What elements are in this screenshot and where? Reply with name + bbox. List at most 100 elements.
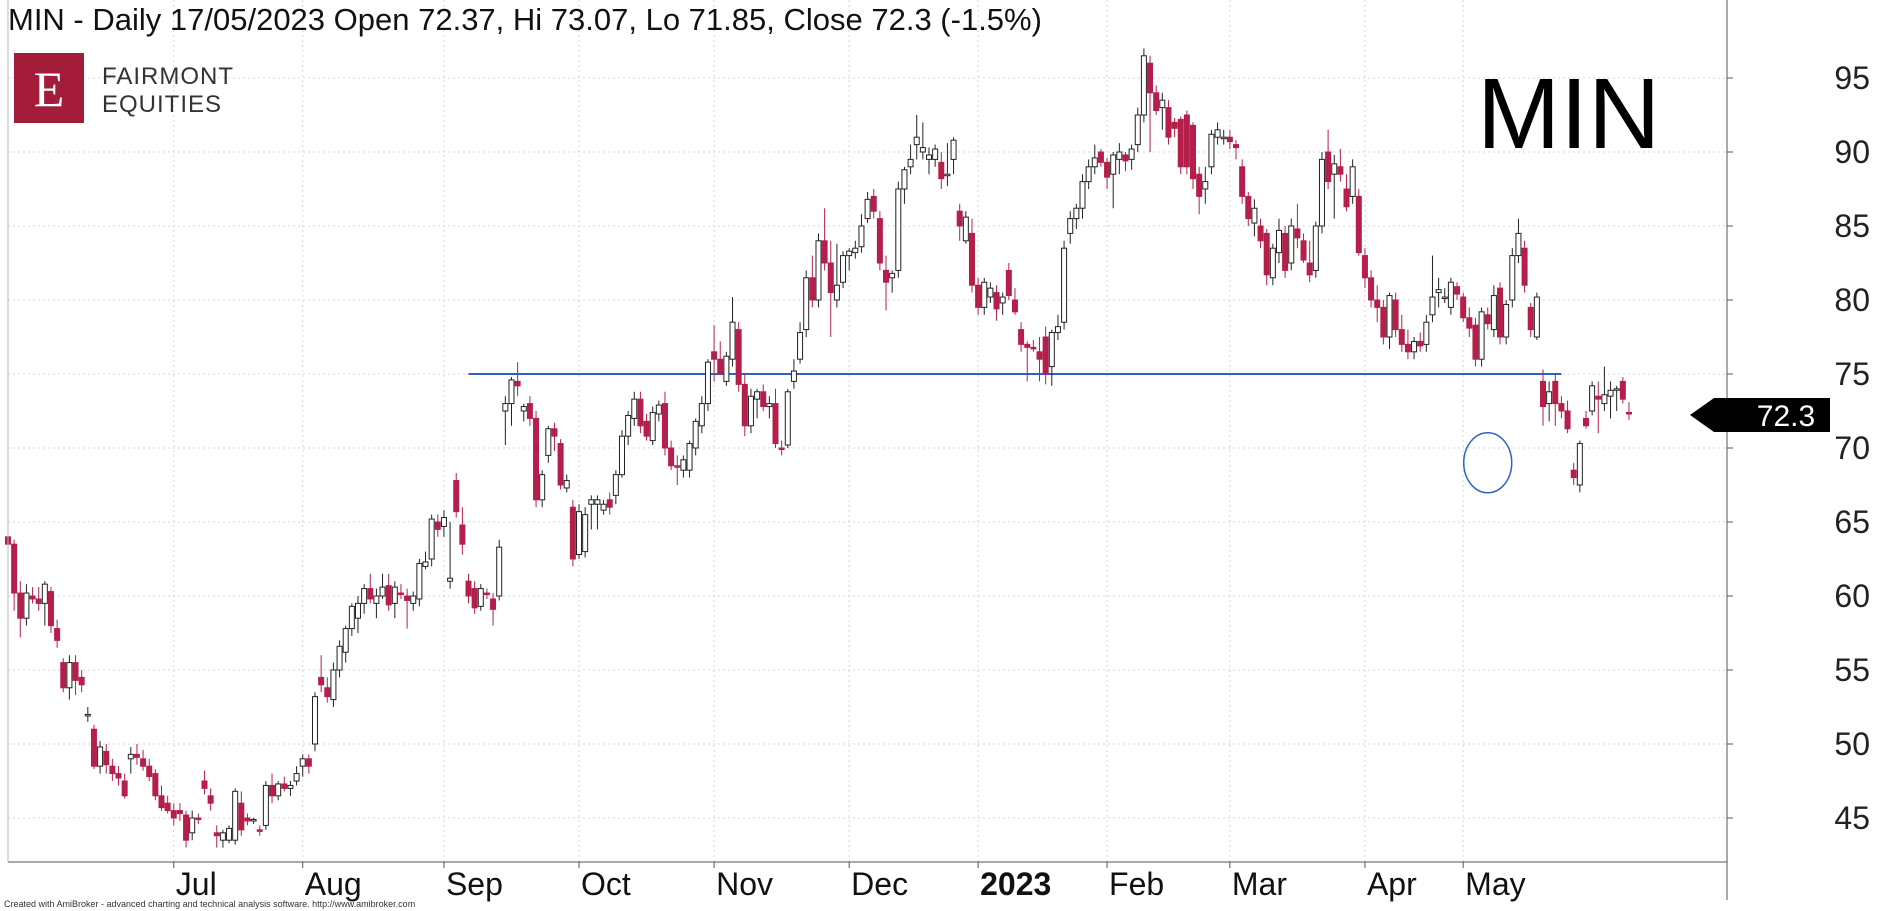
candle	[189, 810, 196, 841]
candle-body	[1171, 121, 1178, 129]
candle-body	[189, 817, 196, 834]
candle	[207, 788, 214, 811]
candle	[54, 619, 61, 648]
candle-body	[827, 262, 834, 294]
candle	[422, 551, 429, 570]
candle-body	[686, 443, 693, 471]
candle-body	[72, 662, 79, 681]
candle-body	[447, 577, 454, 582]
candle	[1306, 240, 1313, 283]
candle-body	[637, 398, 644, 427]
candle-body	[926, 154, 932, 160]
candle	[1048, 329, 1055, 386]
candle	[1331, 154, 1338, 219]
candle	[1159, 92, 1166, 130]
candle-body	[1540, 380, 1546, 408]
candle	[1183, 110, 1190, 175]
candle	[594, 495, 601, 530]
candle-body	[1091, 157, 1098, 168]
candle	[1361, 248, 1368, 289]
candle	[1097, 149, 1104, 167]
candle-body	[889, 272, 896, 279]
candle-body	[201, 780, 208, 789]
candle-body	[324, 687, 331, 698]
candle-body	[1625, 411, 1632, 415]
x-tick-label: Apr	[1367, 866, 1417, 902]
candle	[158, 785, 165, 811]
candle	[1398, 314, 1405, 352]
candle	[318, 655, 325, 693]
candle-body	[692, 420, 699, 449]
candle	[1233, 140, 1239, 160]
candle	[526, 396, 533, 426]
candle	[827, 240, 834, 337]
candle	[1036, 337, 1043, 382]
candle	[1116, 143, 1123, 175]
candle	[434, 514, 441, 537]
candle-body	[1546, 391, 1553, 405]
candle-body	[1472, 324, 1479, 360]
candle	[1239, 159, 1246, 204]
candle-body	[919, 147, 926, 153]
candle	[416, 559, 423, 607]
candle	[140, 749, 147, 771]
candle-body	[569, 506, 576, 560]
candle-body	[533, 417, 540, 501]
candle	[655, 400, 662, 422]
candle-body	[158, 795, 165, 809]
candle	[127, 746, 134, 774]
y-tick-label: 70	[1834, 430, 1870, 466]
candle-body	[1263, 232, 1270, 276]
candle	[1171, 117, 1178, 138]
candle-body	[790, 370, 797, 382]
candle	[809, 255, 816, 308]
candle-body	[723, 355, 730, 382]
candle	[821, 208, 828, 271]
candle-body	[1233, 144, 1239, 149]
candle-body	[895, 188, 902, 271]
candle	[262, 781, 269, 830]
candle-body	[66, 662, 73, 689]
candle	[1484, 307, 1491, 330]
candle-body	[563, 480, 570, 489]
candle-body	[410, 595, 417, 604]
candle-body	[846, 250, 853, 257]
candle-body	[47, 591, 54, 627]
candle-body	[465, 580, 472, 597]
candle	[483, 588, 490, 599]
candle	[1269, 243, 1276, 286]
candle	[1024, 341, 1031, 382]
candle-body	[219, 832, 226, 841]
candle	[1472, 317, 1479, 367]
candle-body	[1067, 218, 1074, 234]
candle-body	[422, 561, 429, 567]
candle-body	[907, 158, 914, 168]
candle	[397, 584, 404, 599]
candle-body	[1490, 295, 1497, 331]
candle	[907, 144, 914, 175]
candle-body	[1196, 173, 1203, 197]
candle	[219, 829, 226, 848]
chart-grid	[8, 0, 1727, 862]
logo-line-2: EQUITIES	[102, 91, 222, 118]
candle-body	[226, 827, 233, 841]
candle	[932, 144, 939, 167]
candle-body	[631, 398, 638, 419]
x-tick-label: Nov	[716, 866, 773, 902]
candle-body	[207, 795, 214, 804]
candle-body	[121, 780, 128, 797]
candle-body	[1509, 255, 1516, 301]
candle-body	[416, 562, 423, 600]
candle	[1613, 385, 1620, 411]
candle-body	[103, 750, 110, 766]
candle-body	[1601, 394, 1608, 405]
candle-body	[993, 292, 1000, 310]
candle	[385, 573, 392, 611]
y-tick-label: 75	[1834, 356, 1870, 392]
x-tick-label: Oct	[581, 866, 631, 902]
candle	[600, 499, 607, 515]
candle	[533, 411, 540, 508]
candle	[1300, 233, 1307, 263]
candle-body	[373, 595, 380, 604]
